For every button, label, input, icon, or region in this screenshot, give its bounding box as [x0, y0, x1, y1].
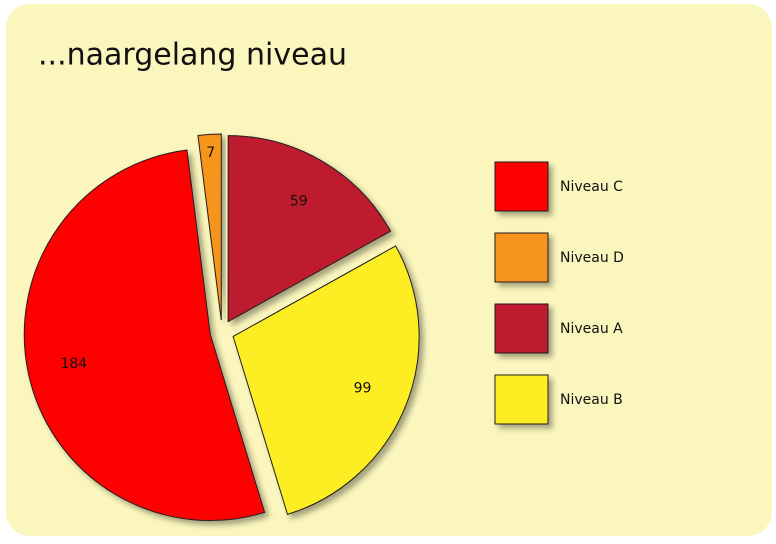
pie-slice — [23, 149, 266, 522]
legend: Niveau C Niveau D Niveau A Niveau B — [494, 161, 624, 425]
data-label: 99 — [354, 381, 372, 397]
legend-label: Niveau C — [560, 179, 623, 195]
data-label: 7 — [206, 145, 215, 161]
legend-swatch — [494, 374, 549, 425]
legend-label: Niveau D — [560, 250, 624, 266]
legend-label: Niveau A — [560, 321, 623, 337]
pie-slice — [232, 245, 420, 515]
pie-slice — [197, 133, 222, 321]
pie-slice — [227, 135, 392, 323]
pie: 184 7 59 99 — [23, 133, 420, 522]
legend-swatch — [494, 232, 549, 283]
chart-title: ...naargelang niveau — [38, 38, 347, 73]
legend-swatch — [494, 303, 549, 354]
legend-swatch — [494, 161, 549, 212]
data-label: 59 — [290, 193, 308, 209]
data-label: 184 — [60, 356, 87, 372]
legend-label: Niveau B — [560, 392, 623, 408]
